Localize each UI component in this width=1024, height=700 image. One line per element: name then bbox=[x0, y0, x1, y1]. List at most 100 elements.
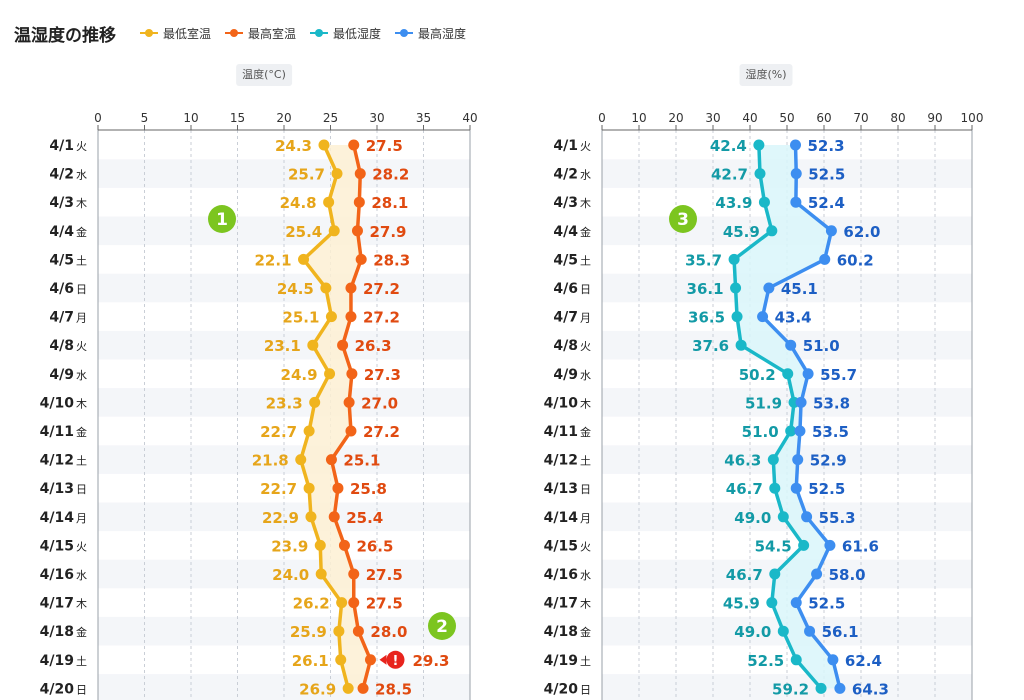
temp-max-point bbox=[348, 568, 360, 580]
temp-max-point bbox=[328, 511, 340, 523]
temp-max-data-label: 25.4 bbox=[346, 509, 383, 527]
temp-row-stripe bbox=[98, 674, 470, 700]
humidity-max-point bbox=[794, 425, 806, 437]
humidity-row-stripe bbox=[602, 159, 972, 188]
temp-max-data-label: 26.5 bbox=[356, 537, 393, 555]
temp-row-label: 4/19 bbox=[40, 653, 74, 669]
temp-min-point bbox=[305, 511, 317, 523]
temp-max-data-label: 25.8 bbox=[350, 480, 387, 498]
temp-max-point bbox=[345, 282, 357, 294]
legend-item-max-temp[interactable]: 最高室温 bbox=[225, 25, 296, 42]
humidity-range-band bbox=[734, 145, 840, 689]
temp-max-point bbox=[364, 654, 376, 666]
humidity-max-point bbox=[825, 225, 837, 237]
humidity-row-label: 4/10 bbox=[544, 395, 579, 411]
humidity-row-label: 4/18 bbox=[544, 624, 578, 640]
temp-range-band bbox=[300, 145, 371, 689]
humidity-row-weekday: 金 bbox=[580, 225, 591, 239]
temp-row-weekday: 日 bbox=[76, 683, 87, 696]
humidity-max-data-label: 52.3 bbox=[808, 137, 845, 155]
temp-max-point bbox=[352, 625, 364, 637]
humidity-min-point bbox=[769, 482, 781, 494]
humidity-row-label: 4/5 bbox=[553, 252, 578, 268]
humidity-row-label: 4/16 bbox=[544, 567, 578, 583]
humidity-min-point bbox=[767, 454, 779, 466]
temp-row-label: 4/20 bbox=[40, 681, 75, 697]
humidity-row-weekday: 土 bbox=[580, 254, 591, 267]
marker-badge-label-2: 2 bbox=[436, 617, 448, 637]
legend-item-max-humidity[interactable]: 最高湿度 bbox=[395, 25, 466, 42]
temp-row-weekday: 木 bbox=[76, 397, 87, 410]
temp-row-label: 4/3 bbox=[49, 195, 74, 211]
page-title: 温湿度の推移 bbox=[14, 25, 116, 46]
temp-min-data-label: 22.7 bbox=[260, 423, 297, 441]
temp-min-series-line bbox=[298, 144, 350, 689]
humidity-max-point bbox=[790, 168, 802, 180]
humidity-min-point bbox=[788, 396, 800, 408]
humidity-min-point bbox=[766, 225, 778, 237]
humidity-tick-label: 50 bbox=[779, 111, 794, 125]
humidity-max-data-label: 52.5 bbox=[808, 166, 845, 184]
humidity-tick-label: 10 bbox=[631, 111, 646, 125]
humidity-max-data-label: 56.1 bbox=[822, 623, 859, 641]
humidity-row-weekday: 金 bbox=[580, 425, 591, 439]
temp-row-label: 4/15 bbox=[40, 538, 74, 554]
temp-min-point bbox=[336, 597, 348, 609]
temperature-axis-label: 温度(°C) bbox=[236, 64, 292, 86]
temp-min-point bbox=[333, 625, 345, 637]
temp-chart: 0 5 10 15 20 25 30 35 404/1 火 24.3 27.54/2 水 25.7 28.2… bbox=[40, 111, 478, 700]
humidity-max-point bbox=[811, 568, 823, 580]
humidity-row-weekday: 日 bbox=[580, 283, 591, 296]
humidity-min-data-label: 46.7 bbox=[726, 480, 763, 498]
temp-tick-label: 20 bbox=[276, 111, 291, 125]
temp-row-stripe bbox=[98, 445, 470, 474]
humidity-tick-label: 30 bbox=[705, 111, 720, 125]
legend-item-min-temp[interactable]: 最低室温 bbox=[140, 25, 211, 42]
legend-label-min-humidity: 最低湿度 bbox=[333, 26, 382, 41]
temp-min-data-label: 21.8 bbox=[252, 452, 289, 470]
humidity-min-data-label: 46.7 bbox=[726, 566, 763, 584]
humidity-min-point bbox=[735, 339, 747, 351]
legend-item-min-humidity[interactable]: 最低湿度 bbox=[310, 25, 381, 42]
temp-min-point bbox=[325, 311, 337, 323]
alert-icon-glyph: ! bbox=[393, 654, 399, 669]
humidity-max-point bbox=[757, 311, 769, 323]
temp-row-label: 4/7 bbox=[49, 310, 74, 326]
humidity-max-point bbox=[785, 339, 797, 351]
temp-max-point bbox=[345, 425, 357, 437]
temp-row-weekday: 金 bbox=[76, 625, 87, 639]
humidity-tick-label: 80 bbox=[890, 111, 905, 125]
legend-swatch-min-temp bbox=[140, 28, 158, 38]
humidity-row-label: 4/20 bbox=[544, 681, 579, 697]
temp-max-point bbox=[343, 396, 355, 408]
temp-row-stripe bbox=[98, 216, 470, 246]
temp-min-data-label: 24.3 bbox=[275, 137, 312, 155]
humidity-max-point bbox=[827, 654, 839, 666]
legend-swatch-max-temp bbox=[225, 28, 244, 38]
humidity-max-point bbox=[804, 625, 816, 637]
temp-max-data-label: 26.3 bbox=[355, 337, 392, 355]
humidity-min-data-label: 49.0 bbox=[734, 509, 771, 527]
marker-badge-label-3: 3 bbox=[677, 210, 689, 230]
humidity-row-weekday: 日 bbox=[580, 483, 591, 496]
temp-row-stripe bbox=[98, 273, 470, 303]
humidity-min-data-label: 52.5 bbox=[747, 652, 784, 670]
humidity-max-point bbox=[819, 253, 831, 265]
humidity-min-data-label: 51.0 bbox=[742, 423, 779, 441]
humidity-max-series-line bbox=[760, 144, 842, 689]
humidity-row-weekday: 土 bbox=[580, 655, 591, 668]
temp-row-label: 4/1 bbox=[49, 138, 74, 154]
legend-label-max-temp: 最高室温 bbox=[248, 26, 297, 41]
marker-badge-label-1: 1 bbox=[216, 210, 228, 230]
temp-max-point bbox=[337, 339, 349, 351]
legend-swatch-min-humidity bbox=[310, 28, 329, 38]
humidity-row-label: 4/14 bbox=[544, 510, 579, 526]
humidity-row-label: 4/9 bbox=[553, 367, 578, 383]
marker-badge-1 bbox=[208, 205, 236, 233]
humidity-row-weekday: 木 bbox=[580, 598, 591, 611]
humidity-tick-label: 60 bbox=[816, 111, 831, 125]
temp-min-point bbox=[318, 139, 330, 151]
humidity-row-stripe bbox=[602, 330, 972, 360]
temp-max-data-label: 28.3 bbox=[373, 251, 410, 269]
